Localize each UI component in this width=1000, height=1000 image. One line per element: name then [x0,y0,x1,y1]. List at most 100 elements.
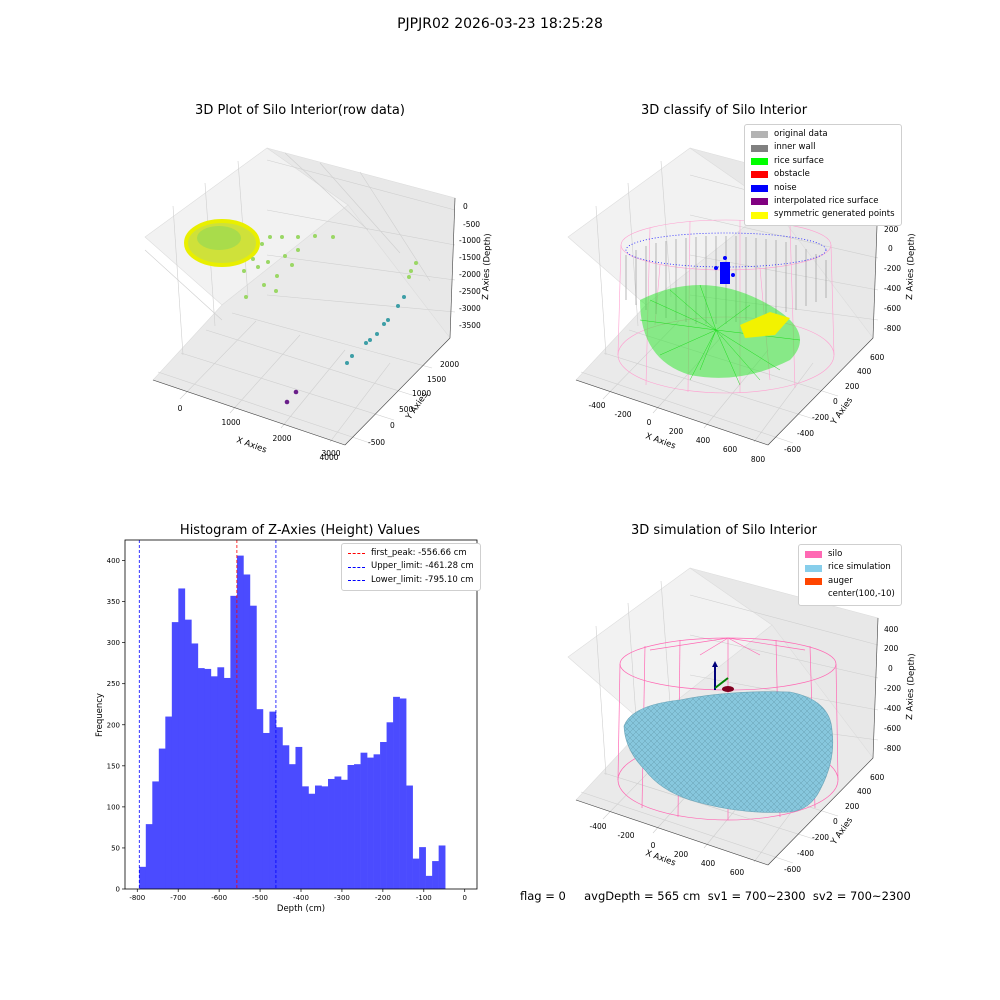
classify-x-tick: -200 [614,410,631,419]
classify-z-tick: -400 [884,284,901,293]
histogram-x-label: Depth (cm) [277,904,325,914]
y-tick-label: 50 [111,844,120,852]
status-footer: flag = 0 avgDepth = 565 cm sv1 = 700~230… [520,889,911,903]
legend-swatch [805,591,822,598]
simulation-z-label: Z Axies (Depth) [905,653,917,720]
legend-swatch [805,578,822,586]
legend-item: center(100,-10) [805,588,895,601]
simulation-y-tick: 400 [857,787,872,796]
histogram-bar [145,824,153,889]
classify-z-label: Z Axies (Depth) [905,233,917,300]
legend-item: obstacle [751,168,895,181]
classify-legend: original data inner wall rice surface ob… [744,124,902,226]
raw-x-tick: 1000 [221,418,240,427]
y-tick-label: 150 [107,762,120,770]
raw-y-tick: 2000 [440,360,459,369]
legend-swatch [751,211,768,219]
y-tick-label: 400 [107,557,120,565]
legend-item: rice surface [751,155,895,168]
histogram-bar [210,676,218,889]
legend-label: symmetric generated points [774,209,895,220]
raw-x-tick: 2000 [272,434,291,443]
simulation-x-tick: 200 [674,850,689,859]
classify-y-tick: 600 [870,353,885,362]
histogram-legend: first_peak: -556.66 cm Upper_limit: -461… [341,543,481,592]
histogram-bar [341,779,348,889]
histogram-bar [425,875,433,889]
simulation-z-tick: -600 [884,724,901,733]
raw-3d-plot: 0 1000 2000 3000 . 4000 -500 0 500 1000 … [144,147,493,462]
classify-y-tick: 400 [857,367,872,376]
x-tick-label: -800 [129,894,145,902]
legend-label: silo [828,549,843,559]
histogram-bar [184,619,192,889]
histogram-bar [367,757,374,889]
simulation-y-tick: -400 [797,849,814,858]
raw-z-tick: -3000 [459,304,481,313]
raw-x-tick: 0 [178,404,183,413]
legend-label: center(100,-10) [828,589,895,600]
legend-item: silo [805,548,895,561]
raw-x-ticks: 0 1000 2000 3000 . [178,404,341,458]
classify-noise [714,256,735,284]
legend-label: Lower_limit: -795.10 cm [371,574,474,585]
y-tick-label: 0 [116,886,120,894]
legend-item: interpolated rice surface [751,195,895,208]
classify-y-tick: -600 [784,445,801,454]
histogram-bar [438,845,446,889]
raw-z-tick: -2500 [459,287,481,296]
x-tick-label: -300 [334,894,350,902]
raw-y-tick: 0 [390,421,395,430]
histogram-bar [419,847,426,889]
simulation-rice-surface [623,691,834,813]
histogram-reference-lines [138,540,277,889]
histogram-bar [308,793,316,889]
classify-y-tick: -400 [797,429,814,438]
simulation-3d-plot: -400 -200 0 200 400 600 -600 -400 -200 0… [567,567,917,877]
raw-z-tick: -3500 [459,321,481,330]
x-tick-label: -700 [170,894,186,902]
classify-z-tick: -200 [884,264,901,273]
histogram-plot: -800 -700 -600 -500 -400 -300 -200 -100 0 0 50 100… [95,539,478,914]
simulation-x-tick: 400 [701,859,716,868]
x-tick-label: -400 [293,894,309,902]
legend-swatch [751,131,768,139]
histogram-bar [399,698,407,889]
raw-y-tick: -500 [368,438,385,447]
x-tick-label: -600 [211,894,227,902]
histogram-bar [432,861,439,889]
raw-z-ticks: 0 -500 -1000 -1500 -2000 -2500 -3000 -35… [459,202,481,330]
figure-title: PJPJR02 2026-03-23 18:25:28 [397,16,603,32]
histogram-bar [243,574,251,889]
classify-x-tick: 200 [669,427,684,436]
histogram-bar [393,696,400,889]
histogram-x-ticks: -800 -700 -600 -500 -400 -300 -200 -100 0 [129,889,467,902]
histogram-bar [269,711,277,889]
classify-x-tick: 800 [751,455,766,464]
simulation-x-tick: 600 [730,868,745,877]
simulation-z-ticks: 400 200 0 -200 -400 -600 -800 [884,625,901,753]
raw-z-tick: -1000 [459,236,481,245]
raw-y-tick: 500 [399,405,414,414]
legend-label: Upper_limit: -461.28 cm [371,561,474,572]
legend-swatch [805,551,822,559]
raw-z-tick: -2000 [459,270,481,279]
classify-y-tick: 0 [833,397,838,406]
histogram-bar [406,785,413,889]
legend-item: rice simulation [805,561,895,574]
histogram-bar [275,727,283,889]
classify-symmetric-points [740,312,790,338]
classify-y-ticks: -600 -400 -200 0 200 400 600 [784,353,885,454]
histogram-bar [373,754,381,889]
histogram-bar [152,781,160,889]
raw-x-tick: 4000 [319,453,338,462]
legend-swatch [751,198,768,206]
raw-z-tick: -1500 [459,253,481,262]
classify-x-ticks: -400 -200 0 200 400 600 800 [588,401,765,464]
histogram-bar [139,866,147,889]
classify-x-tick: 0 [647,418,652,427]
raw-scatter-points [184,219,418,405]
histogram-bar [321,786,329,889]
raw-y-ticks: -500 0 500 1000 1500 2000 [368,360,459,447]
